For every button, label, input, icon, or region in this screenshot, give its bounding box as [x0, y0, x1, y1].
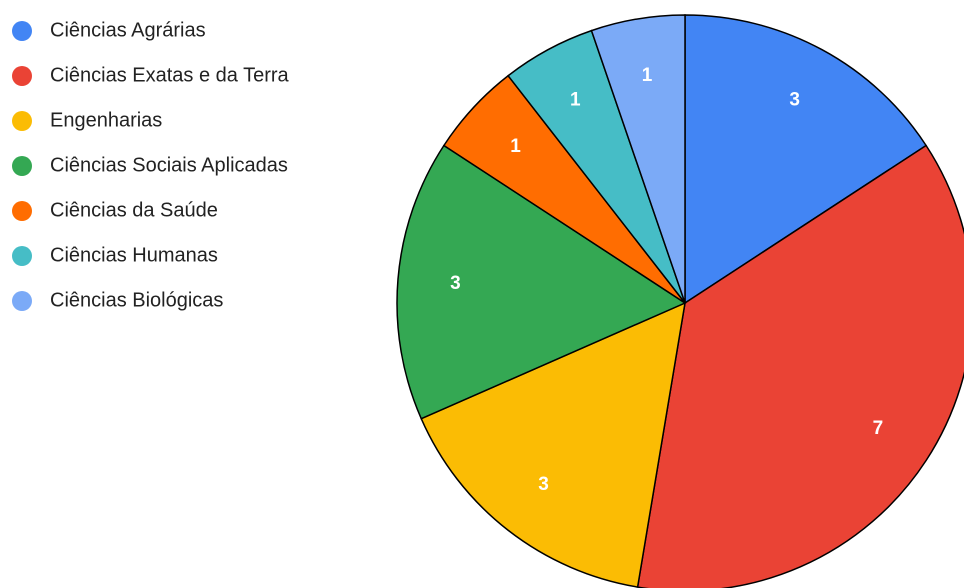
legend-swatch	[12, 111, 32, 131]
pie-slice	[396, 144, 687, 420]
legend-swatch	[12, 156, 32, 176]
legend-label: Ciências da Saúde	[50, 199, 218, 221]
value-label: 1	[570, 89, 581, 110]
pie-slice	[420, 301, 686, 588]
value-label: 3	[789, 89, 800, 110]
pie-slice	[684, 14, 928, 305]
value-label: 7	[873, 418, 884, 439]
pie-slice	[636, 144, 964, 588]
value-label: 1	[510, 136, 521, 157]
pie-slice	[590, 14, 686, 304]
legend-swatch	[12, 21, 32, 41]
legend-swatch	[12, 66, 32, 86]
legend-label: Ciências Humanas	[50, 244, 218, 266]
legend-label: Ciências Agrárias	[50, 19, 206, 41]
legend-label: Ciências Biológicas	[50, 289, 223, 311]
legend-swatch	[12, 246, 32, 266]
value-label: 3	[450, 273, 461, 294]
legend-label: Ciências Exatas e da Terra	[50, 64, 290, 86]
legend-swatch	[12, 201, 32, 221]
legend-label: Ciências Sociais Aplicadas	[50, 154, 288, 176]
legend-swatch	[12, 291, 32, 311]
value-label: 3	[538, 474, 549, 495]
value-label: 1	[642, 65, 653, 86]
legend-label: Engenharias	[50, 109, 162, 131]
